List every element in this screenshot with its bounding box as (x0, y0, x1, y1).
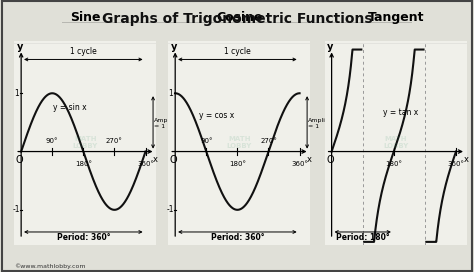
Text: Tangent: Tangent (367, 11, 424, 24)
Text: MATH
LOBBY: MATH LOBBY (73, 136, 98, 149)
Text: Graphs of Trigonometric Functions: Graphs of Trigonometric Functions (102, 12, 372, 26)
Text: 360°: 360° (291, 161, 308, 167)
Text: MATH
LOBBY: MATH LOBBY (383, 136, 409, 149)
Text: 1 cycle: 1 cycle (224, 47, 251, 55)
Text: O: O (170, 155, 177, 165)
Text: Amplitude
= 1: Amplitude = 1 (154, 118, 186, 129)
Text: 1 cycle: 1 cycle (70, 47, 97, 55)
Text: 360°: 360° (447, 161, 465, 167)
Text: -1: -1 (167, 205, 174, 214)
Text: 90°: 90° (200, 138, 212, 144)
Text: 180°: 180° (229, 161, 246, 167)
Text: y = cos x: y = cos x (199, 111, 234, 120)
Text: 180°: 180° (385, 161, 402, 167)
Text: y: y (171, 42, 177, 51)
Text: y = tan x: y = tan x (383, 109, 418, 118)
Text: y = sin x: y = sin x (54, 103, 87, 112)
Text: 360°: 360° (137, 161, 154, 167)
Text: 1: 1 (168, 89, 173, 98)
Text: O: O (326, 155, 334, 165)
Text: x: x (464, 155, 468, 164)
Text: Period: 180°: Period: 180° (336, 233, 390, 242)
Text: ©www.mathlobby.com: ©www.mathlobby.com (14, 263, 86, 269)
Text: x: x (307, 155, 312, 164)
Text: MATH
LOBBY: MATH LOBBY (227, 136, 252, 149)
Text: 1: 1 (14, 89, 19, 98)
Text: 270°: 270° (260, 138, 277, 144)
Text: Sine: Sine (70, 11, 100, 24)
Text: 270°: 270° (106, 138, 123, 144)
Text: -1: -1 (13, 205, 20, 214)
Text: O: O (16, 155, 23, 165)
Text: y: y (17, 42, 23, 51)
Text: 180°: 180° (75, 161, 92, 167)
Text: y: y (327, 42, 334, 51)
Text: 90°: 90° (46, 138, 58, 144)
Text: Period: 360°: Period: 360° (56, 233, 110, 242)
Text: Period: 360°: Period: 360° (210, 233, 264, 242)
Text: x: x (153, 155, 158, 164)
Text: Amplitude
= 1: Amplitude = 1 (308, 118, 340, 129)
Text: Cosine: Cosine (216, 11, 263, 24)
